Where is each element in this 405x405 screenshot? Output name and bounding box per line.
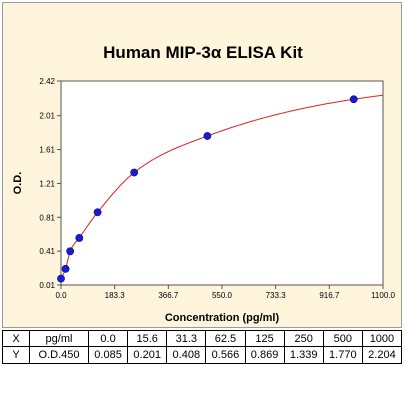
- x-tick-label: 183.3: [105, 291, 126, 300]
- data-table: X pg/ml 0.0 15.6 31.3 62.5 125 250 500 1…: [2, 329, 403, 404]
- table-row-y-unit: O.D.450: [29, 346, 89, 364]
- data-point: [349, 95, 358, 104]
- table-cell: 2.204: [361, 346, 403, 364]
- table-cell: 31.3: [166, 329, 207, 348]
- data-points: [57, 95, 358, 283]
- table-row-y-label: Y: [2, 346, 30, 364]
- table-row-x-unit: pg/ml: [29, 329, 89, 348]
- table-cell: 0.869: [244, 346, 285, 364]
- y-axis-label: O.D.: [12, 172, 24, 195]
- table-spacer: [3, 363, 402, 404]
- table-row-x: X pg/ml 0.0 15.6 31.3 62.5 125 250 500 1…: [2, 329, 403, 348]
- x-axis-ticks: 0.0 183.3 366.7 550.0 733.3 916.7 1100.0: [55, 285, 395, 300]
- x-tick-label: 733.3: [266, 291, 287, 300]
- y-tick-label: 2.01: [39, 112, 55, 121]
- table-cell: 1000: [361, 329, 403, 348]
- x-axis-label: Concentration (pg/ml): [165, 312, 280, 324]
- y-tick-label: 0.81: [39, 213, 55, 222]
- data-point: [130, 168, 139, 177]
- y-axis-ticks: 0.01 0.41 0.81 1.21 1.61 2.01 2.42: [39, 77, 61, 290]
- data-point: [61, 264, 70, 273]
- x-tick-label: 916.7: [319, 291, 340, 300]
- data-point: [203, 132, 212, 140]
- data-point: [66, 247, 75, 256]
- table-cell: 62.5: [205, 329, 246, 348]
- y-tick-label: 2.42: [39, 77, 55, 86]
- table-cell: 15.6: [127, 329, 168, 348]
- y-tick-label: 1.21: [39, 179, 55, 188]
- plot-area: [60, 80, 384, 286]
- x-tick-label: 550.0: [212, 291, 233, 300]
- table-cell: 0.201: [127, 346, 168, 364]
- chart-title: Human MIP-3α ELISA Kit: [103, 43, 303, 62]
- y-tick-label: 0.41: [39, 247, 55, 256]
- table-cell: 0.566: [205, 346, 246, 364]
- table-row-y: Y O.D.450 0.085 0.201 0.408 0.566 0.869 …: [2, 346, 403, 364]
- table-cell: 125: [244, 329, 285, 348]
- x-tick-label: 366.7: [158, 291, 179, 300]
- table-cell: 0.408: [166, 346, 207, 364]
- data-point: [57, 274, 65, 283]
- data-point: [93, 208, 102, 217]
- chart-svg: Human MIP-3α ELISA Kit 0.01 0.41 0.81 1.21 1…: [12, 43, 395, 324]
- y-tick-label: 0.01: [39, 281, 55, 290]
- table-cell: 1.339: [283, 346, 324, 364]
- data-point: [75, 234, 84, 242]
- table-cell: 250: [283, 329, 324, 348]
- y-tick-label: 1.61: [39, 146, 55, 155]
- fit-curve: [60, 94, 384, 279]
- table-cell: 0.0: [87, 329, 129, 348]
- chart-frame: Human MIP-3α ELISA Kit 0.01 0.41 0.81 1.21 1…: [2, 2, 402, 328]
- table-row-x-label: X: [2, 329, 30, 348]
- x-tick-label: 1100.0: [371, 291, 395, 300]
- table-cell: 1.770: [322, 346, 363, 364]
- table-cell: 500: [322, 329, 363, 348]
- x-tick-label: 0.0: [55, 291, 67, 300]
- table-cell: 0.085: [87, 346, 129, 364]
